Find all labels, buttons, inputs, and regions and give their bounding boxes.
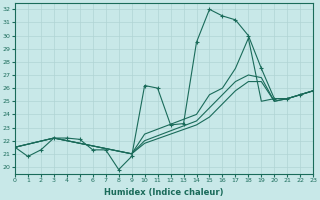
- X-axis label: Humidex (Indice chaleur): Humidex (Indice chaleur): [104, 188, 224, 197]
